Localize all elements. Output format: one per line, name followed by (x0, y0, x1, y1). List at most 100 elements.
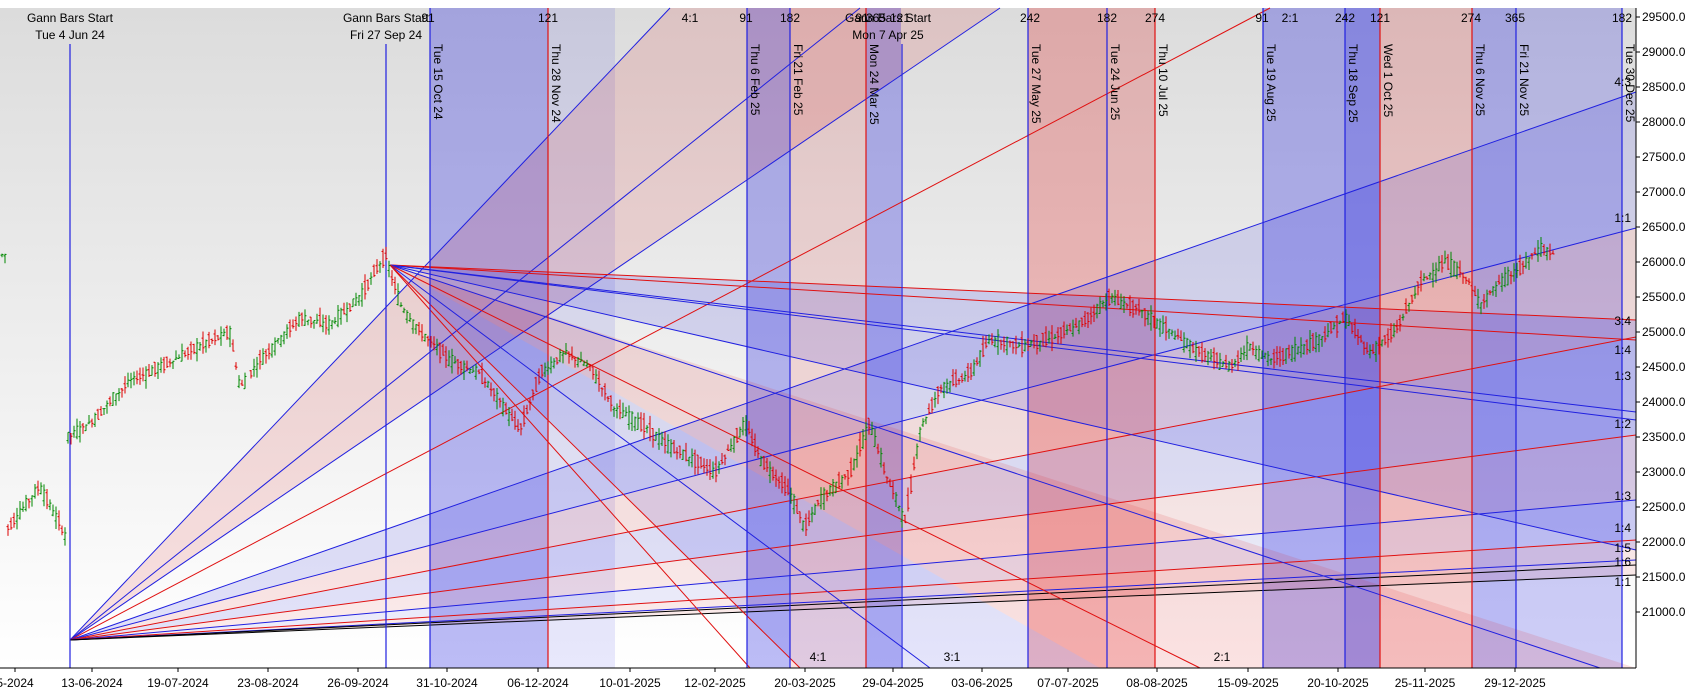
candle (1371, 344, 1375, 355)
candle (738, 426, 742, 438)
fan-line-8 (69, 499, 1637, 641)
top-count-17: 182 (1612, 11, 1632, 25)
candle (402, 307, 406, 314)
candle (582, 360, 586, 367)
candle (1368, 344, 1372, 359)
candle (1032, 334, 1036, 349)
candle (333, 317, 337, 325)
top-count-11: 91 (1255, 11, 1269, 25)
y-tick-label: 22000.0 (1642, 535, 1686, 549)
candle (648, 415, 652, 442)
plot-area (0, 8, 1636, 668)
candle (306, 319, 310, 326)
candle (363, 274, 367, 300)
candle (735, 427, 739, 443)
candle (963, 370, 967, 382)
candle (1548, 243, 1552, 261)
candle (1422, 273, 1426, 282)
candle (1077, 320, 1081, 335)
fan-wedge-10 (390, 265, 1100, 668)
candle (189, 341, 193, 360)
candle (627, 405, 631, 430)
candle (1416, 281, 1420, 296)
candle (1068, 323, 1072, 332)
candle (801, 520, 805, 532)
candle (1263, 352, 1267, 359)
candle (1179, 330, 1183, 342)
candle (1524, 251, 1528, 269)
candle (1053, 333, 1057, 339)
candle (1419, 270, 1423, 292)
candle (234, 362, 238, 370)
x-tick-label: 19-07-2024 (147, 676, 209, 690)
candle (1377, 336, 1381, 355)
fan-line-20 (389, 264, 931, 669)
candle (1170, 329, 1174, 337)
candle (204, 339, 208, 353)
candle (480, 362, 484, 385)
candle (81, 423, 85, 434)
candle (1476, 288, 1480, 309)
top-count-8: 242 (1020, 11, 1040, 25)
time-band-10 (1472, 8, 1516, 668)
candle (1002, 336, 1006, 353)
vline-label-9: Thu 18 Sep 25 (1346, 44, 1360, 123)
candle (570, 346, 574, 361)
candle (243, 372, 247, 390)
candle (555, 357, 559, 365)
time-band-3 (790, 8, 866, 668)
candle (903, 514, 907, 524)
candle (615, 403, 619, 419)
candle (831, 478, 835, 497)
candle (1413, 285, 1417, 299)
candle (195, 337, 199, 362)
candle (921, 418, 925, 427)
candle (1173, 330, 1177, 341)
candle (348, 303, 352, 313)
candle (1326, 323, 1330, 338)
candle (21, 501, 25, 512)
candle (723, 454, 727, 466)
candle (588, 364, 592, 372)
candle (858, 432, 862, 457)
candle (948, 380, 952, 393)
candle (438, 342, 442, 364)
candle (444, 346, 448, 368)
candle (210, 338, 214, 344)
candle (267, 343, 271, 360)
candle (780, 472, 784, 494)
fan-wedge-9 (390, 265, 1636, 668)
candle (519, 423, 523, 436)
x-tick-label: 23-08-2024 (237, 676, 299, 690)
fan-line-12 (69, 564, 1637, 641)
candle (342, 302, 346, 315)
vline-label-8: Tue 19 Aug 25 (1264, 44, 1278, 122)
candle (279, 334, 283, 348)
candle (618, 399, 622, 420)
candle (576, 356, 580, 368)
candle (1470, 281, 1474, 297)
candle (621, 402, 625, 419)
fan-label-bottom-2: 2:1 (1214, 650, 1231, 664)
x-tick-label: 31-10-2024 (416, 676, 478, 690)
candle (1200, 342, 1204, 363)
candle (942, 381, 946, 399)
candle (864, 421, 868, 441)
candle (591, 366, 595, 380)
fan-label-right-3: 1:4 (1614, 343, 1631, 357)
candle (459, 360, 463, 375)
candle (1287, 344, 1291, 359)
candle (42, 484, 46, 507)
candle (96, 408, 100, 420)
candle (1314, 332, 1318, 353)
candle (222, 328, 226, 337)
candle (465, 360, 469, 372)
candle (636, 412, 640, 430)
x-tick-label: 12-02-2025 (684, 676, 746, 690)
candle (135, 370, 139, 385)
candle (1536, 239, 1540, 262)
candle (762, 455, 766, 470)
fan-label-bottom-0: 4:1 (810, 650, 827, 664)
candle (426, 335, 430, 347)
candle (1335, 315, 1339, 338)
